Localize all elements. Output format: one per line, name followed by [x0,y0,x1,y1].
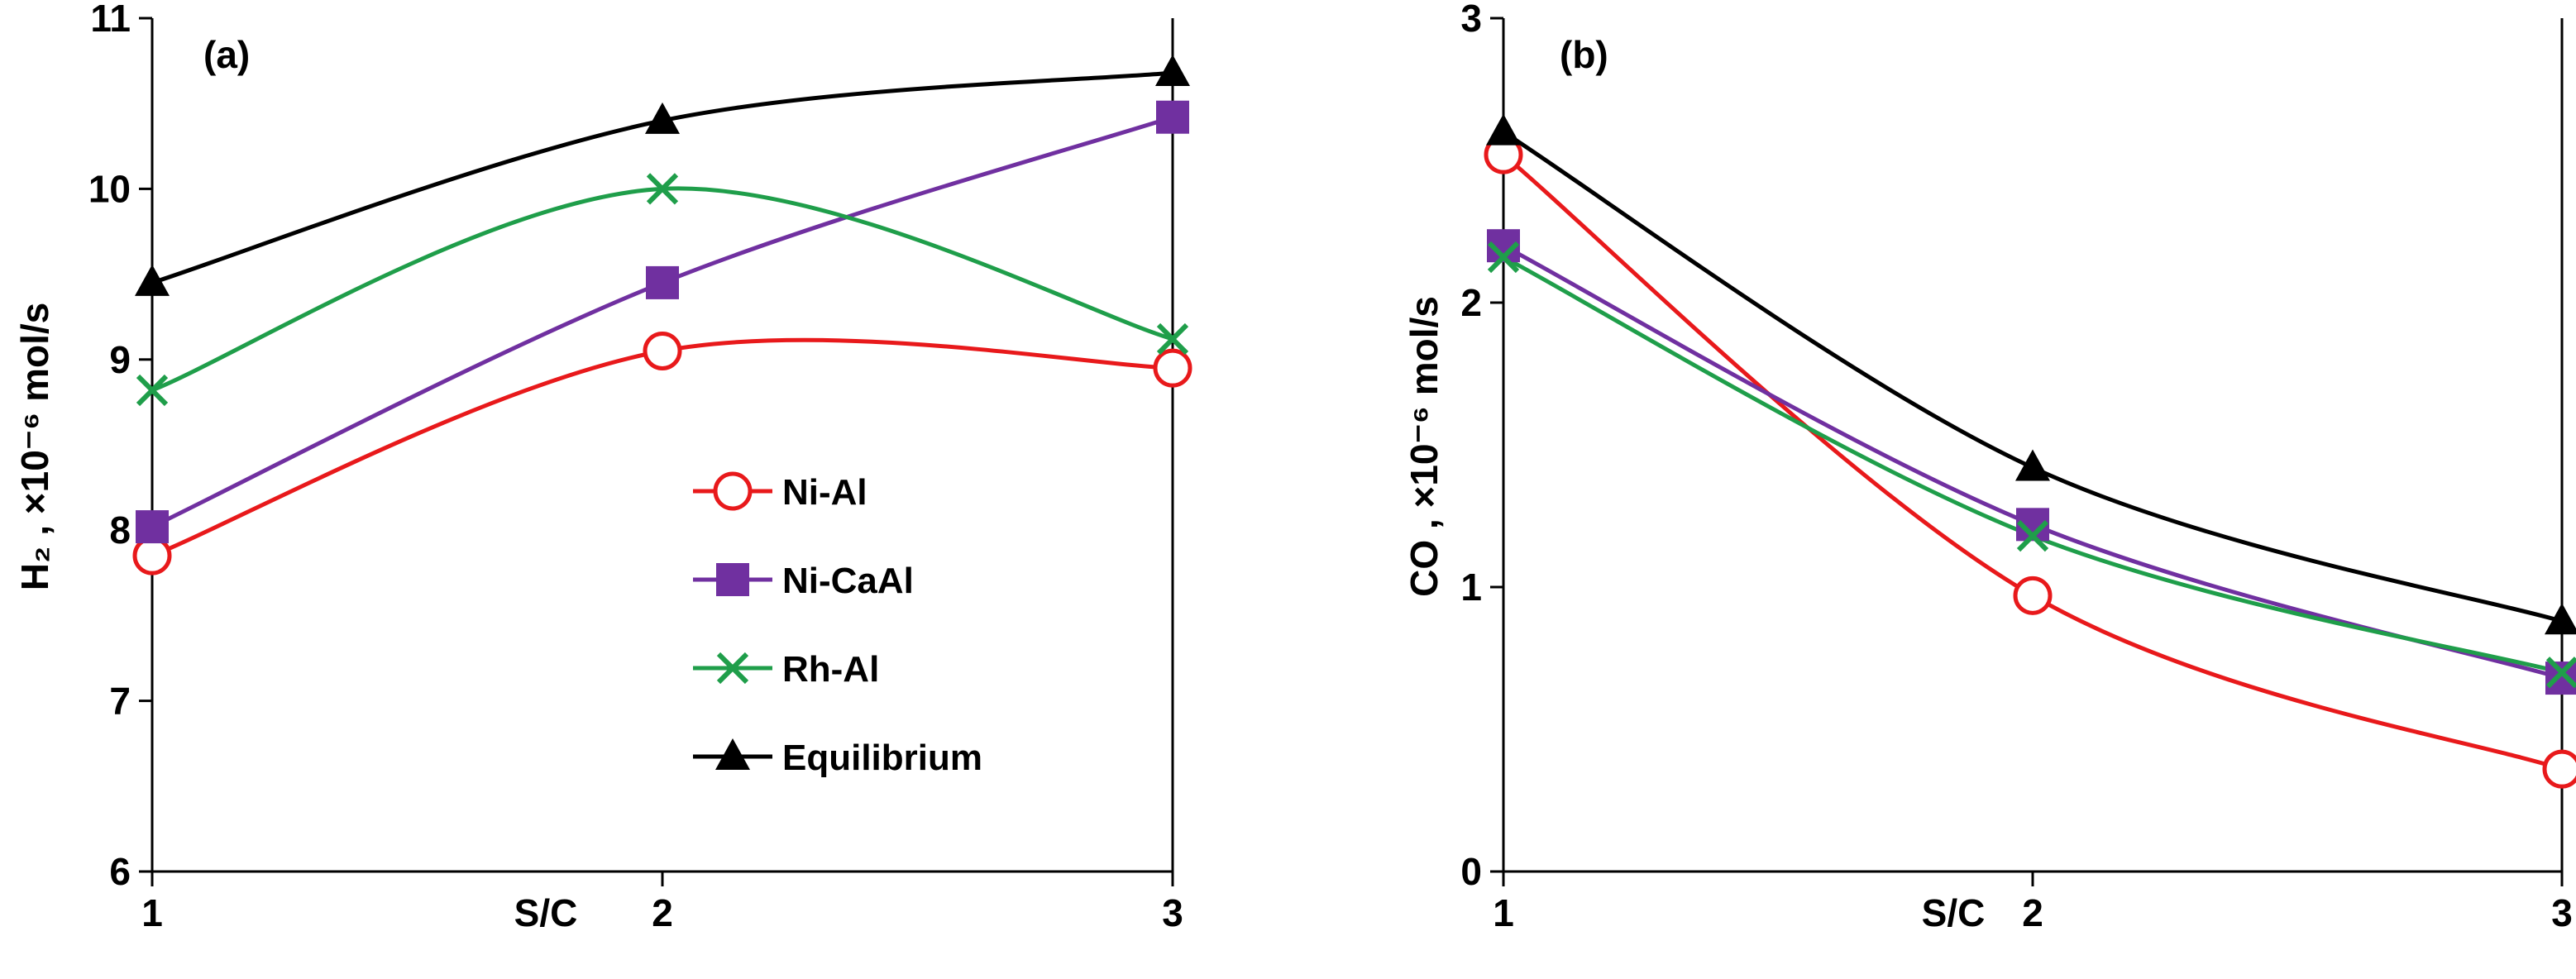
data-point-ni-al [1153,348,1192,388]
data-point-equilibrium [1155,55,1190,87]
data-point-rh-al [2016,519,2049,552]
data-point-rh-al [646,173,679,205]
y-tick-label: 11 [90,0,131,40]
y-tick-label: 3 [1460,0,1482,40]
data-point-ni-al [2542,749,2576,789]
data-point-rh-al [2545,657,2576,689]
y-tick-label: 2 [1460,281,1482,324]
y-tick-label: 6 [109,850,131,893]
data-point-ni-al [2013,575,2053,615]
x-tick-label: 1 [1493,891,1514,934]
x-tick-label: 3 [2551,891,2573,934]
legend-label: Rh-Al [782,649,879,690]
data-point-equilibrium [645,102,680,134]
x-tick-label: 3 [1162,891,1183,934]
data-point-ni-al [643,331,682,370]
data-point-rh-al [1487,241,1520,274]
y-tick-label: 9 [109,338,131,381]
x-tick-label: 2 [2022,891,2043,934]
panel-label: (a) [203,33,250,76]
data-point-ni-caal [1156,100,1189,134]
data-point-equilibrium [135,264,170,296]
data-point-rh-al [136,374,169,407]
data-point-equilibrium [1486,113,1521,146]
data-point-equilibrium [2545,603,2576,635]
x-tick-label: 2 [652,891,673,934]
y-axis-label: CO , ×10⁻⁶ mol/s [1403,296,1446,597]
series-line-equilibrium [1502,130,2563,623]
y-tick-label: 7 [109,680,131,723]
data-point-ni-al [132,536,172,575]
legend-marker [715,738,750,770]
panel-label: (b) [1560,33,1608,76]
y-tick-label: 1 [1460,566,1482,609]
data-point-ni-caal [2545,661,2576,695]
legend: Ni-Al Ni-CaAl Rh-Al Equilibrium [693,471,982,778]
data-point-equilibrium [2015,449,2050,481]
data-point-ni-caal [136,510,169,544]
x-tick-label: 1 [141,891,163,934]
legend-label: Ni-CaAl [782,561,914,601]
x-axis-label: S/C [514,891,578,934]
y-tick-label: 8 [109,509,131,552]
x-axis-label: S/C [1922,891,1986,934]
y-axis-label: H₂ , ×10⁻⁶ mol/s [13,303,56,590]
legend-label: Equilibrium [782,738,982,778]
series-line-ni-caal [151,115,1173,529]
legend-marker [716,563,749,596]
data-point-rh-al [1156,322,1189,356]
legend-marker [716,652,749,685]
data-point-ni-caal [646,265,679,299]
legend-marker [713,471,753,511]
y-tick-label: 10 [88,167,131,210]
y-tick-label: 0 [1460,850,1482,893]
legend-label: Ni-Al [782,472,867,513]
